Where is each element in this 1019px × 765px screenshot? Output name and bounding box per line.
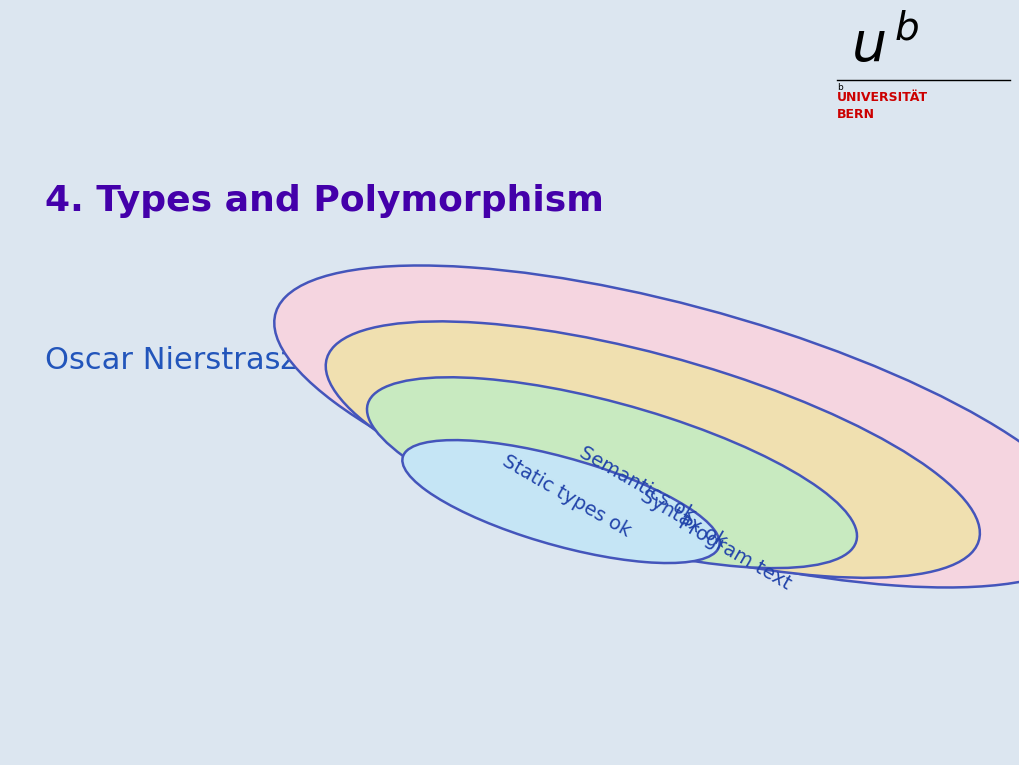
Text: Oscar Nierstrasz: Oscar Nierstrasz <box>45 346 297 375</box>
Text: 4. Types and Polymorphism: 4. Types and Polymorphism <box>45 184 603 218</box>
Text: Semantics ok: Semantics ok <box>576 443 698 526</box>
Text: UNIVERSITÄT
BERN: UNIVERSITÄT BERN <box>837 91 927 121</box>
Ellipse shape <box>274 265 1019 588</box>
Ellipse shape <box>325 321 979 578</box>
Text: Program text: Program text <box>674 513 794 594</box>
Text: $\mathit{u}^{\,b}$: $\mathit{u}^{\,b}$ <box>850 17 919 73</box>
Text: Static types ok: Static types ok <box>498 451 633 540</box>
Ellipse shape <box>367 377 856 568</box>
Text: Syntax ok: Syntax ok <box>636 487 730 552</box>
Text: b: b <box>837 83 842 92</box>
Ellipse shape <box>401 440 719 563</box>
